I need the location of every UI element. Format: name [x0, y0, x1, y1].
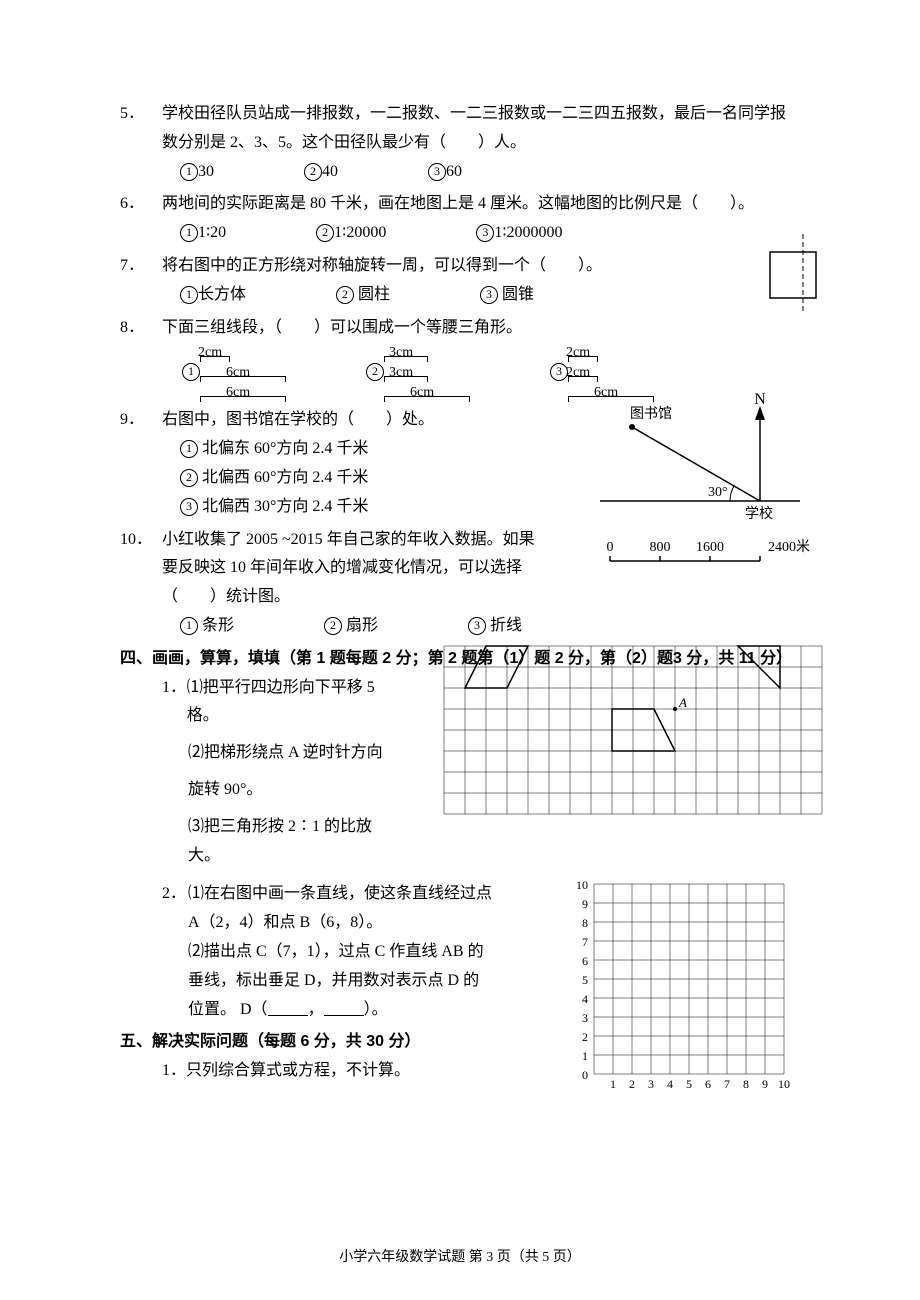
svg-text:2: 2 — [629, 1077, 635, 1091]
segment-group-1: 12cm6cm6cm — [180, 342, 284, 402]
options-row: 11∶20 21∶20000 31∶2000000 — [120, 219, 800, 248]
option-3: 31∶2000000 — [476, 219, 562, 248]
svg-text:8: 8 — [582, 916, 588, 930]
q-num: 6． — [120, 190, 162, 219]
option-1: 11∶20 — [180, 219, 226, 248]
segment-group-2: 23cm3cm6cm — [364, 342, 468, 402]
option-1: 1长方体 — [180, 281, 246, 310]
svg-text:图书馆: 图书馆 — [630, 406, 672, 422]
svg-text:10: 10 — [576, 878, 588, 892]
option-2: 2 扇形 — [324, 612, 378, 641]
svg-text:7: 7 — [582, 935, 588, 949]
svg-text:10: 10 — [778, 1077, 790, 1091]
svg-text:1: 1 — [582, 1049, 588, 1063]
svg-text:800: 800 — [650, 540, 671, 555]
question-8: 8． 下面三组线段，（ ）可以围成一个等腰三角形。 12cm6cm6cm 23c… — [120, 314, 800, 403]
svg-text:9: 9 — [762, 1077, 768, 1091]
svg-text:2: 2 — [582, 1030, 588, 1044]
option-3: 3 折线 — [468, 612, 522, 641]
q-num: 7． — [120, 252, 162, 281]
q-text: 将右图中的正方形绕对称轴旋转一周，可以得到一个（ ）。 — [162, 252, 800, 281]
point-d-blank: 位置。 D（，）。 — [162, 996, 520, 1025]
points-ab: A（2，4）和点 B（6，8）。 — [188, 909, 492, 938]
options-row: 1长方体 2 圆柱 3 圆锥 — [120, 281, 800, 310]
map-diagram: N 图书馆 30° 学校 0 800 1600 2400米 — [570, 396, 830, 596]
svg-text:4: 4 — [582, 992, 588, 1006]
option-2: 2 圆柱 — [336, 281, 390, 310]
option-2: 240 — [304, 158, 338, 187]
svg-text:9: 9 — [582, 897, 588, 911]
q-num: 10． — [120, 526, 162, 612]
segment-groups: 12cm6cm6cm 23cm3cm6cm 32cm2cm6cm — [120, 342, 800, 402]
option-2: 21∶20000 — [316, 219, 386, 248]
svg-text:1600: 1600 — [696, 540, 724, 555]
svg-text:8: 8 — [743, 1077, 749, 1091]
option-3: 3 圆锥 — [480, 281, 534, 310]
svg-text:0: 0 — [582, 1068, 588, 1082]
square-axis-diagram — [750, 234, 840, 314]
q-num: 5． — [120, 100, 162, 158]
options-row: 130 240 360 — [120, 158, 800, 187]
page-footer: 小学六年级数学试题 第 3 页（共 5 页） — [0, 1245, 920, 1270]
svg-text:3: 3 — [648, 1077, 654, 1091]
svg-text:6: 6 — [705, 1077, 711, 1091]
svg-text:5: 5 — [582, 973, 588, 987]
coordinate-grid: 01234567891012345678910 — [560, 872, 820, 1112]
svg-text:学校: 学校 — [745, 505, 773, 522]
svg-text:A: A — [678, 695, 687, 710]
question-6: 6． 两地间的实际距离是 80 千米，画在地图上是 4 厘米。这幅地图的比例尺是… — [120, 190, 800, 248]
svg-text:3: 3 — [582, 1011, 588, 1025]
q-text: 两地间的实际距离是 80 千米，画在地图上是 4 厘米。这幅地图的比例尺是（ ）… — [162, 190, 800, 219]
q-num: 9． — [120, 406, 162, 435]
svg-text:1: 1 — [610, 1077, 616, 1091]
svg-text:30°: 30° — [708, 485, 728, 500]
svg-text:0: 0 — [607, 540, 614, 555]
option-3: 360 — [428, 158, 462, 187]
question-7: 7． 将右图中的正方形绕对称轴旋转一周，可以得到一个（ ）。 1长方体 2 圆柱… — [120, 252, 800, 310]
svg-text:4: 4 — [667, 1077, 673, 1091]
svg-text:2400米: 2400米 — [768, 539, 810, 555]
option-1: 130 — [180, 158, 214, 187]
question-5: 5． 学校田径队员站成一排报数，一二报数、一二三报数或一二三四五报数，最后一名同… — [120, 100, 800, 186]
options-row: 1 条形 2 扇形 3 折线 — [120, 612, 800, 641]
svg-text:5: 5 — [686, 1077, 692, 1091]
q-text: 下面三组线段，（ ）可以围成一个等腰三角形。 — [162, 314, 800, 343]
q-num: 8． — [120, 314, 162, 343]
svg-text:6: 6 — [582, 954, 588, 968]
q-text: 学校田径队员站成一排报数，一二报数、一二三报数或一二三四五报数，最后一名同学报数… — [162, 100, 800, 158]
option-1: 1 条形 — [180, 612, 234, 641]
svg-text:N: N — [754, 391, 766, 408]
svg-text:7: 7 — [724, 1077, 730, 1091]
segment-group-3: 32cm2cm6cm — [548, 342, 652, 402]
shapes-grid: A — [440, 642, 830, 822]
